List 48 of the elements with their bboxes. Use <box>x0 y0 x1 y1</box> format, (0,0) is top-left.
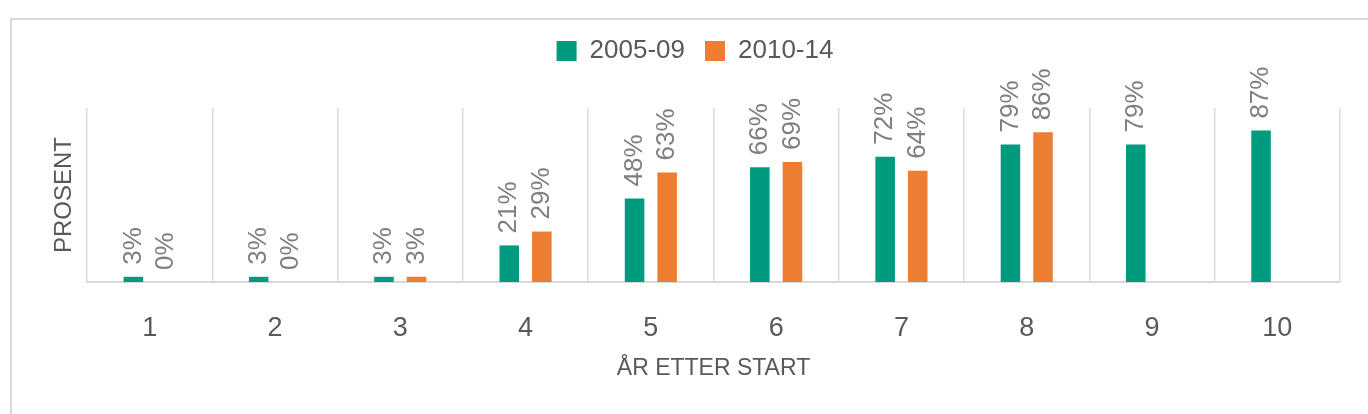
data-label: 3% <box>241 227 272 265</box>
data-label: 0% <box>274 232 305 270</box>
bar <box>374 276 394 282</box>
y-axis-title: PROSENT <box>49 136 77 254</box>
x-tick-label: 4 <box>518 311 534 342</box>
bar <box>782 161 803 282</box>
data-label: 48% <box>617 134 648 187</box>
legend-label: 2005-09 <box>589 34 685 65</box>
data-label: 79% <box>1118 80 1149 133</box>
bar <box>624 198 645 282</box>
bar <box>532 231 552 282</box>
bar <box>750 167 770 282</box>
data-label: 0% <box>149 232 180 270</box>
data-label: 79% <box>993 80 1024 133</box>
bar <box>875 156 895 282</box>
bar <box>1251 130 1271 282</box>
data-label: 63% <box>650 108 681 161</box>
data-label: 3% <box>116 227 147 265</box>
data-label: 3% <box>367 227 398 265</box>
bar <box>657 172 677 282</box>
data-label: 72% <box>868 92 899 145</box>
data-label: 87% <box>1244 66 1275 119</box>
bar <box>406 276 427 282</box>
x-tick-label: 9 <box>1144 311 1160 342</box>
bar <box>1125 144 1146 282</box>
x-tick-label: 10 <box>1262 311 1293 342</box>
x-tick-label: 5 <box>643 311 659 342</box>
x-axis-title: ÅR ETTER START <box>616 352 811 380</box>
bar <box>499 245 520 282</box>
data-label: 3% <box>399 227 430 265</box>
data-label: 86% <box>1026 68 1057 121</box>
bar <box>248 276 269 282</box>
data-label: 29% <box>525 167 556 220</box>
x-tick-label: 1 <box>142 311 158 342</box>
bar <box>1033 132 1053 282</box>
bar <box>123 276 144 282</box>
bar <box>907 170 928 282</box>
x-tick-label: 3 <box>392 311 408 342</box>
x-tick-label: 8 <box>1019 311 1035 342</box>
data-label: 21% <box>492 181 523 234</box>
x-tick-label: 2 <box>267 311 283 342</box>
x-tick-label: 7 <box>893 311 909 342</box>
legend-label: 2010-14 <box>738 34 834 65</box>
data-label: 66% <box>743 103 774 156</box>
bar <box>1000 144 1021 282</box>
data-label: 64% <box>900 106 931 159</box>
x-tick-label: 6 <box>768 311 784 342</box>
data-label: 69% <box>775 97 806 150</box>
